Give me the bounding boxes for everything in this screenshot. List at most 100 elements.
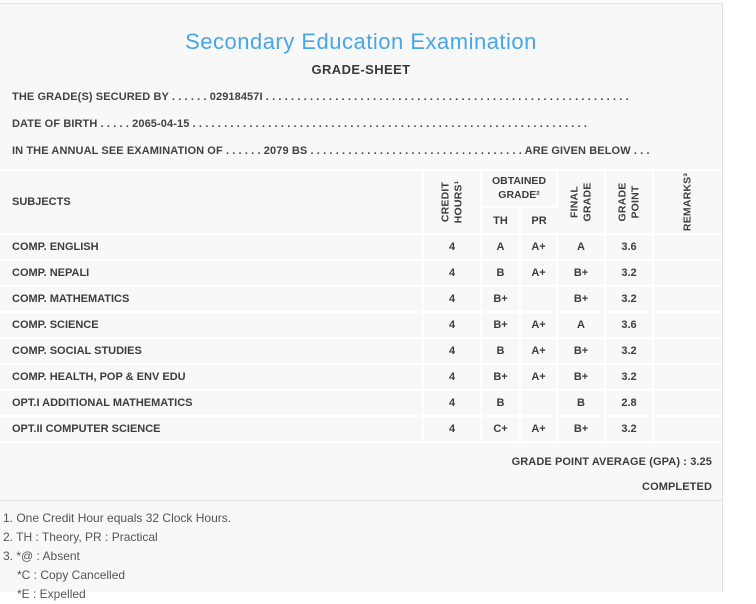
cell-grade-point: 3.2 [605,260,654,287]
footnote-copy-cancelled: *C : Copy Cancelled [17,568,126,582]
cell-remarks [653,260,722,287]
cell-pr-grade [520,390,558,417]
footnote-absent: 3. *@ : Absent [3,549,80,563]
cell-credit-hours: 4 [423,364,482,391]
cell-grade-point: 3.2 [605,338,654,365]
obtained-grade-label-line1: OBTAINED [491,174,547,187]
cell-pr-grade: A+ [520,234,558,261]
gpa-label: GRADE POINT AVERAGE (GPA) : [511,456,688,468]
cell-credit-hours: 4 [423,312,482,339]
cell-th-grade: B [481,260,521,287]
cell-credit-hours: 4 [423,338,482,365]
cell-grade-point: 3.6 [605,234,654,261]
grades-table: SUBJECTS CREDIT HOURS¹ OBTAINED GRADE² FIN… [0,169,722,443]
col-header-theory: TH [481,207,521,235]
cell-subject: COMP. NEPALI [0,260,424,287]
gpa-value: 3.25 [690,456,712,468]
col-header-remarks: REMARKS³ [653,170,722,235]
cell-th-grade: C+ [481,416,521,443]
col-header-final-grade: FINAL GRADE [557,170,606,235]
exam-title: Secondary Education Examination [185,29,537,54]
cell-credit-hours: 4 [423,286,482,313]
exam-year-line: IN THE ANNUAL SEE EXAMINATION OF . . . .… [12,145,650,157]
cell-credit-hours: 4 [423,416,482,443]
cell-final-grade: A [557,234,606,261]
cell-grade-point: 2.8 [605,390,654,417]
footnote-expelled: *E : Expelled [17,587,86,601]
grade-sheet-panel: Secondary Education Examination GRADE-SH… [0,3,723,601]
final-grade-label-line2: GRADE [581,182,593,222]
completion-status: COMPLETED [642,481,712,493]
credit-hours-label-line1: CREDIT [439,181,452,223]
gpa-line: GRADE POINT AVERAGE (GPA) : 3.25 [10,450,712,475]
cell-subject: OPT.II COMPUTER SCIENCE [0,416,424,443]
cell-subject: COMP. SCIENCE [0,312,424,339]
cell-grade-point: 3.6 [605,312,654,339]
table-row: COMP. HEALTH, POP & ENV EDU 4 B+ A+ B+ 3… [0,364,722,391]
table-row: COMP. SCIENCE 4 B+ A+ A 3.6 [0,312,722,339]
cell-final-grade: B+ [557,260,606,287]
table-row: COMP. SOCIAL STUDIES 4 B A+ B+ 3.2 [0,338,722,365]
cell-th-grade: B [481,390,521,417]
cell-credit-hours: 4 [423,260,482,287]
cell-remarks [653,416,722,443]
cell-subject: COMP. MATHEMATICS [0,286,424,313]
cell-pr-grade: A+ [520,416,558,443]
col-header-subjects: SUBJECTS [0,170,424,235]
cell-final-grade: B+ [557,338,606,365]
table-row: COMP. NEPALI 4 B A+ B+ 3.2 [0,260,722,287]
table-row: COMP. MATHEMATICS 4 B+ B+ 3.2 [0,286,722,313]
obtained-grade-label-line2: GRADE² [498,188,540,201]
col-header-credit-hours: CREDIT HOURS¹ [423,170,482,235]
cell-remarks [653,338,722,365]
cell-remarks [653,312,722,339]
cell-final-grade: B+ [557,364,606,391]
cell-th-grade: B+ [481,364,521,391]
cell-pr-grade [520,286,558,313]
cell-grade-point: 3.2 [605,364,654,391]
cell-credit-hours: 4 [423,234,482,261]
cell-subject: OPT.I ADDITIONAL MATHEMATICS [0,390,424,417]
cell-pr-grade: A+ [520,364,558,391]
cell-remarks [653,234,722,261]
table-row: OPT.II COMPUTER SCIENCE 4 C+ A+ B+ 3.2 [0,416,722,443]
grade-sheet-heading: GRADE-SHEET [311,62,411,77]
cell-final-grade: B [557,390,606,417]
grade-point-label-line2: POINT [629,185,641,219]
cell-pr-grade: A+ [520,312,558,339]
col-header-practical: PR [520,207,557,235]
cell-grade-point: 3.2 [605,286,654,313]
cell-subject: COMP. ENGLISH [0,234,424,261]
credit-hours-label-line2: HOURS¹ [452,180,464,224]
remarks-label: REMARKS³ [681,172,694,232]
cell-th-grade: B+ [481,312,521,339]
cell-subject: COMP. SOCIAL STUDIES [0,338,424,365]
cell-remarks [653,286,722,313]
cell-grade-point: 3.2 [605,416,654,443]
footnote-th-pr: 2. TH : Theory, PR : Practical [3,530,158,544]
col-header-grade-point: GRADE POINT [605,170,654,235]
cell-final-grade: A [557,312,606,339]
cell-credit-hours: 4 [423,390,482,417]
cell-th-grade: A [481,234,521,261]
col-header-obtained-grade: OBTAINED GRADE² [481,170,558,208]
cell-th-grade: B [481,338,521,365]
cell-subject: COMP. HEALTH, POP & ENV EDU [0,364,424,391]
final-grade-label-line1: FINAL [568,186,581,218]
cell-pr-grade: A+ [520,260,558,287]
result-summary: GRADE POINT AVERAGE (GPA) : 3.25 COMPLET… [0,443,722,501]
grade-point-label-line1: GRADE [616,182,629,222]
table-row: COMP. ENGLISH 4 A A+ A 3.6 [0,234,722,261]
cell-final-grade: B+ [557,416,606,443]
date-of-birth-line: DATE OF BIRTH . . . . . 2065-04-15 . . .… [12,118,588,130]
footnote-credit-hours: 1. One Credit Hour equals 32 Clock Hours… [3,511,232,525]
cell-pr-grade: A+ [520,338,558,365]
table-row: OPT.I ADDITIONAL MATHEMATICS 4 B B 2.8 [0,390,722,417]
footnotes: 1. One Credit Hour equals 32 Clock Hours… [0,501,722,604]
cell-remarks [653,390,722,417]
cell-final-grade: B+ [557,286,606,313]
cell-remarks [653,364,722,391]
candidate-info: THE GRADE(S) SECURED BY . . . . . . 0291… [0,84,722,165]
symbol-number-line: THE GRADE(S) SECURED BY . . . . . . 0291… [12,91,629,103]
cell-th-grade: B+ [481,286,521,313]
